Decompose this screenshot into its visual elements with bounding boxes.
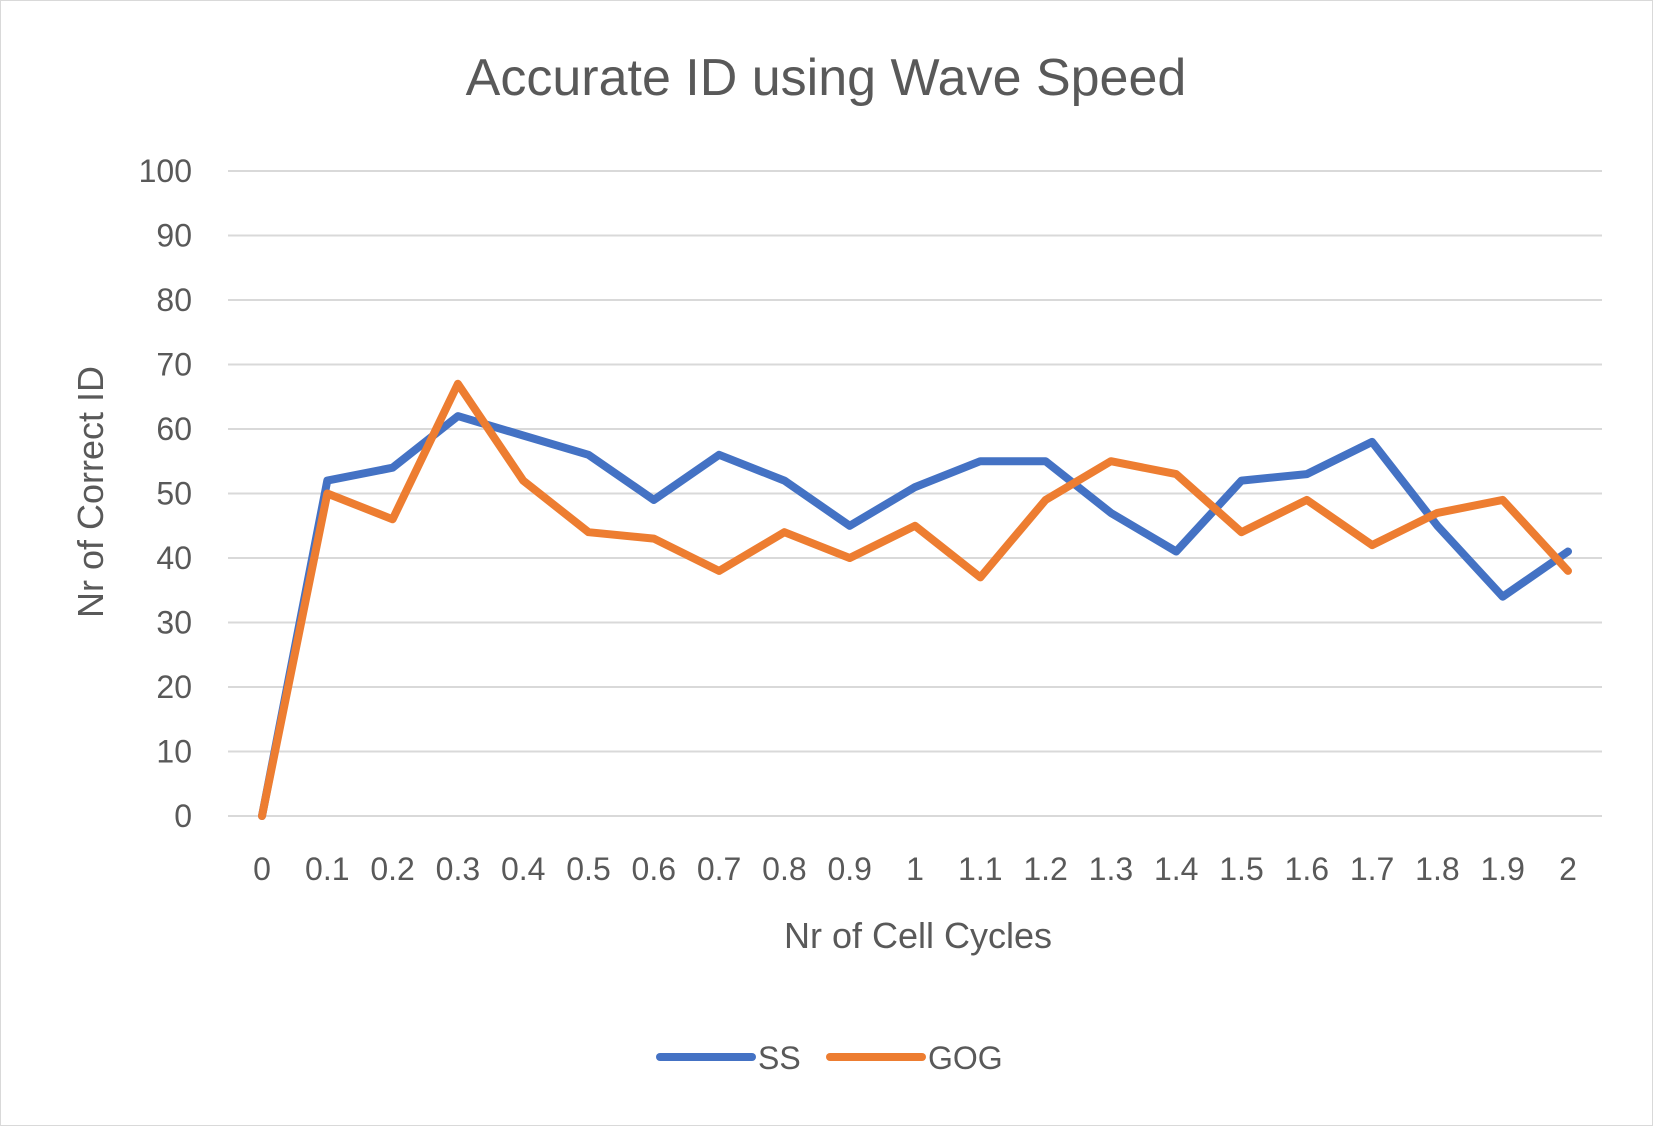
y-tick-label: 50 — [156, 476, 192, 512]
y-axis-ticks: 0 10 20 30 40 50 60 70 80 90 100 — [139, 153, 192, 834]
x-tick-label: 1.1 — [958, 851, 1002, 887]
x-tick-label: 1.6 — [1285, 851, 1329, 887]
legend-label-ss: SS — [758, 1040, 801, 1076]
x-tick-label: 1.2 — [1023, 851, 1067, 887]
x-tick-label: 1.8 — [1415, 851, 1459, 887]
x-tick-label: 0.7 — [697, 851, 741, 887]
x-axis-ticks: 0 0.1 0.2 0.3 0.4 0.5 0.6 0.7 0.8 0.9 1 1.1 1.2 1.3 1.… — [253, 851, 1577, 887]
x-tick-label: 0.4 — [501, 851, 545, 887]
x-tick-label: 0.1 — [305, 851, 349, 887]
y-tick-label: 80 — [156, 282, 192, 318]
x-axis-title: Nr of Cell Cycles — [784, 915, 1052, 956]
x-tick-label: 2 — [1559, 851, 1577, 887]
x-tick-label: 1.4 — [1154, 851, 1198, 887]
y-tick-label: 90 — [156, 218, 192, 254]
chart-title: Accurate ID using Wave Speed — [466, 49, 1187, 107]
y-tick-label: 30 — [156, 605, 192, 641]
x-tick-label: 1 — [906, 851, 924, 887]
y-tick-label: 40 — [156, 540, 192, 576]
y-tick-label: 70 — [156, 347, 192, 383]
x-tick-label: 1.3 — [1089, 851, 1133, 887]
x-tick-label: 0.3 — [436, 851, 480, 887]
x-tick-label: 1.7 — [1350, 851, 1394, 887]
x-tick-label: 0.5 — [566, 851, 610, 887]
legend: SS GOG — [656, 1040, 1003, 1076]
x-tick-label: 0.8 — [762, 851, 806, 887]
series-line-ss — [258, 412, 1572, 820]
y-tick-label: 0 — [174, 798, 192, 834]
series-line-gog — [258, 379, 1572, 820]
legend-label-gog: GOG — [928, 1040, 1003, 1076]
y-tick-label: 60 — [156, 411, 192, 447]
y-tick-label: 10 — [156, 734, 192, 770]
y-tick-label: 100 — [139, 153, 192, 189]
x-tick-label: 0.6 — [632, 851, 676, 887]
x-tick-label: 0.9 — [827, 851, 871, 887]
x-tick-label: 0.2 — [370, 851, 414, 887]
x-tick-label: 0 — [253, 851, 271, 887]
y-tick-label: 20 — [156, 669, 192, 705]
x-tick-label: 1.9 — [1480, 851, 1524, 887]
gridlines — [228, 170, 1602, 817]
series-lines — [258, 379, 1572, 820]
x-tick-label: 1.5 — [1219, 851, 1263, 887]
y-axis-title: Nr of Correct ID — [70, 366, 111, 618]
